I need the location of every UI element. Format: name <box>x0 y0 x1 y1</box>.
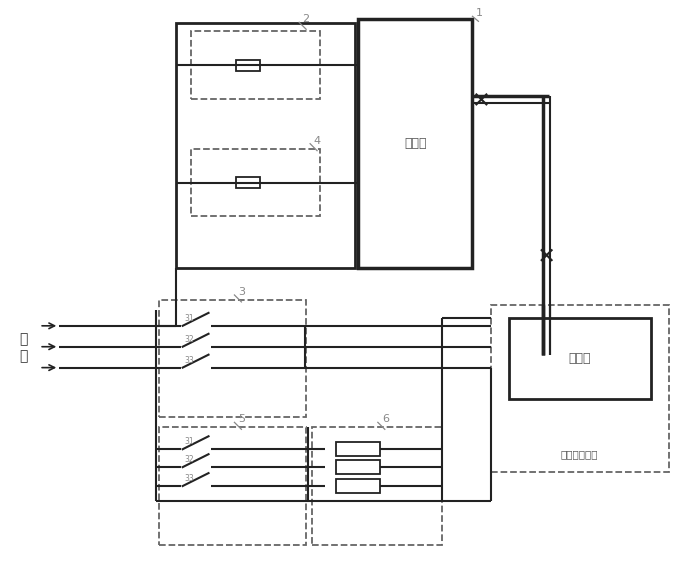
Bar <box>236 177 261 188</box>
Bar <box>336 442 380 456</box>
Bar <box>158 427 306 545</box>
Text: 33: 33 <box>185 355 194 365</box>
Text: 32: 32 <box>185 455 194 464</box>
Bar <box>236 59 261 70</box>
Bar <box>492 305 669 472</box>
Text: 电
源: 电 源 <box>19 332 28 363</box>
Text: 3: 3 <box>238 287 245 297</box>
Text: 31: 31 <box>185 437 194 446</box>
Bar <box>358 20 473 268</box>
Bar <box>191 149 320 217</box>
Text: 33: 33 <box>185 474 194 483</box>
Text: 2: 2 <box>302 14 309 24</box>
Bar <box>336 460 380 474</box>
Text: 31: 31 <box>185 314 194 323</box>
Bar <box>312 427 441 545</box>
Bar <box>509 318 651 400</box>
Text: 控制器: 控制器 <box>404 137 427 150</box>
Bar <box>336 479 380 493</box>
Text: 1: 1 <box>475 8 483 18</box>
Bar <box>158 300 306 418</box>
Bar <box>191 31 320 99</box>
Text: 4: 4 <box>313 136 320 146</box>
Text: 整流器: 整流器 <box>569 352 591 365</box>
Text: 5: 5 <box>238 414 245 425</box>
Text: 6: 6 <box>382 414 389 425</box>
Text: 32: 32 <box>185 335 194 344</box>
Bar <box>175 23 355 268</box>
Text: 外围相关设备: 外围相关设备 <box>561 449 598 459</box>
